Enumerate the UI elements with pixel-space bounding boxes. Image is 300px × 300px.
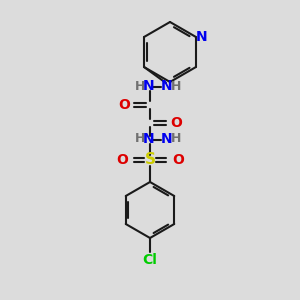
Text: O: O: [172, 153, 184, 167]
Text: H: H: [135, 133, 145, 146]
Text: N: N: [143, 132, 155, 146]
Text: N: N: [161, 79, 173, 93]
Text: N: N: [143, 79, 155, 93]
Text: N: N: [196, 30, 208, 44]
Text: O: O: [116, 153, 128, 167]
Text: H: H: [135, 80, 145, 92]
Text: O: O: [118, 98, 130, 112]
Text: O: O: [170, 116, 182, 130]
Text: Cl: Cl: [142, 253, 158, 267]
Text: H: H: [171, 80, 181, 92]
Text: H: H: [171, 133, 181, 146]
Text: N: N: [161, 132, 173, 146]
Text: S: S: [145, 152, 155, 167]
